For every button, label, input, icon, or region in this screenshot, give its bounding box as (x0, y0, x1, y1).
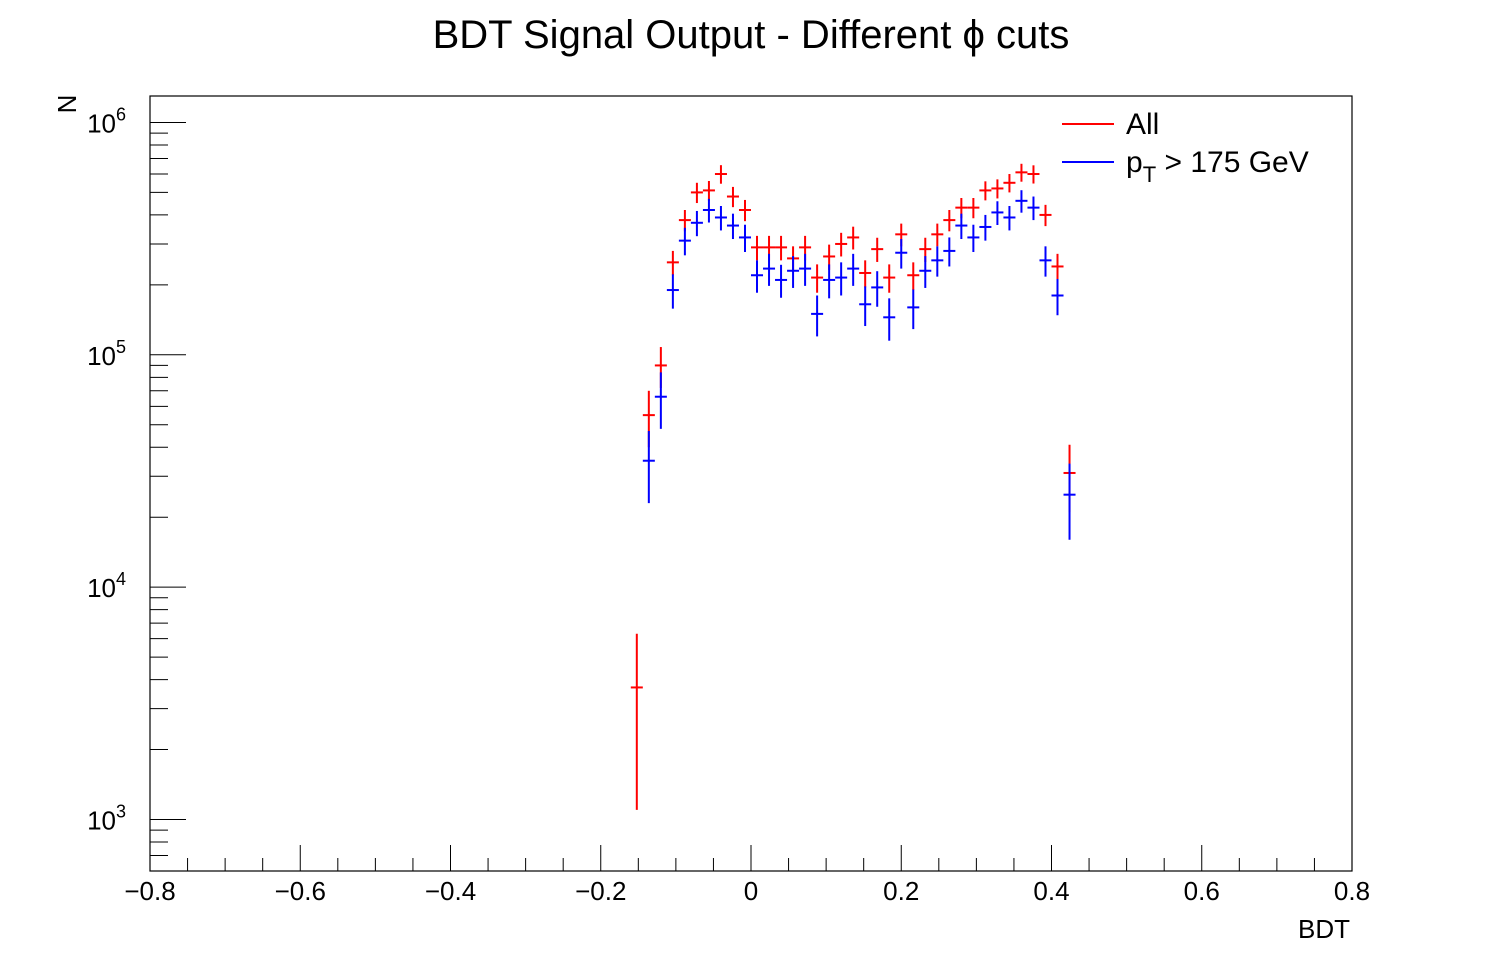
x-tick-label: 0.6 (1184, 876, 1220, 906)
y-tick-base: 10 (87, 108, 116, 138)
x-tick-label: 0.8 (1334, 876, 1370, 906)
x-tick-label: 0.2 (883, 876, 919, 906)
legend: All pT > 175 GeV (1062, 108, 1309, 187)
legend-label-pt-rest: > 175 GeV (1156, 146, 1309, 179)
x-tick-label: 0 (744, 876, 758, 906)
legend-label-pt: pT > 175 GeV (1126, 146, 1309, 187)
legend-label-pt-sub: T (1143, 162, 1156, 187)
y-tick-label: 106 (87, 104, 126, 138)
y-tick-exponent: 6 (116, 104, 126, 124)
y-tick-label: 103 (87, 801, 126, 835)
x-tick-label: 0.4 (1033, 876, 1069, 906)
y-tick-base: 10 (87, 805, 116, 835)
y-tick-base: 10 (87, 341, 116, 371)
x-axis-title: BDT (1298, 914, 1350, 944)
y-tick-exponent: 5 (116, 337, 126, 357)
chart-title: BDT Signal Output - Different ϕ cuts (433, 13, 1070, 57)
plot-frame (149, 95, 1353, 872)
y-tick-label: 104 (87, 569, 126, 603)
x-axis: −0.8 −0.6 −0.4 −0.2 0 0.2 0.4 0.6 0.8 (124, 845, 1370, 906)
legend-label-pt-main: p (1126, 146, 1143, 179)
x-tick-label: −0.8 (124, 876, 175, 906)
x-tick-label: −0.6 (275, 876, 326, 906)
legend-label-all: All (1126, 108, 1159, 141)
y-tick-label: 105 (87, 337, 126, 371)
y-tick-base: 10 (87, 573, 116, 603)
series-pt-cut (642, 190, 1076, 540)
x-tick-label: −0.4 (425, 876, 476, 906)
y-axis-title: N (52, 95, 82, 114)
data-series (630, 163, 1076, 810)
y-tick-exponent: 3 (116, 801, 126, 821)
x-tick-label: −0.2 (575, 876, 626, 906)
y-tick-exponent: 4 (116, 569, 126, 589)
